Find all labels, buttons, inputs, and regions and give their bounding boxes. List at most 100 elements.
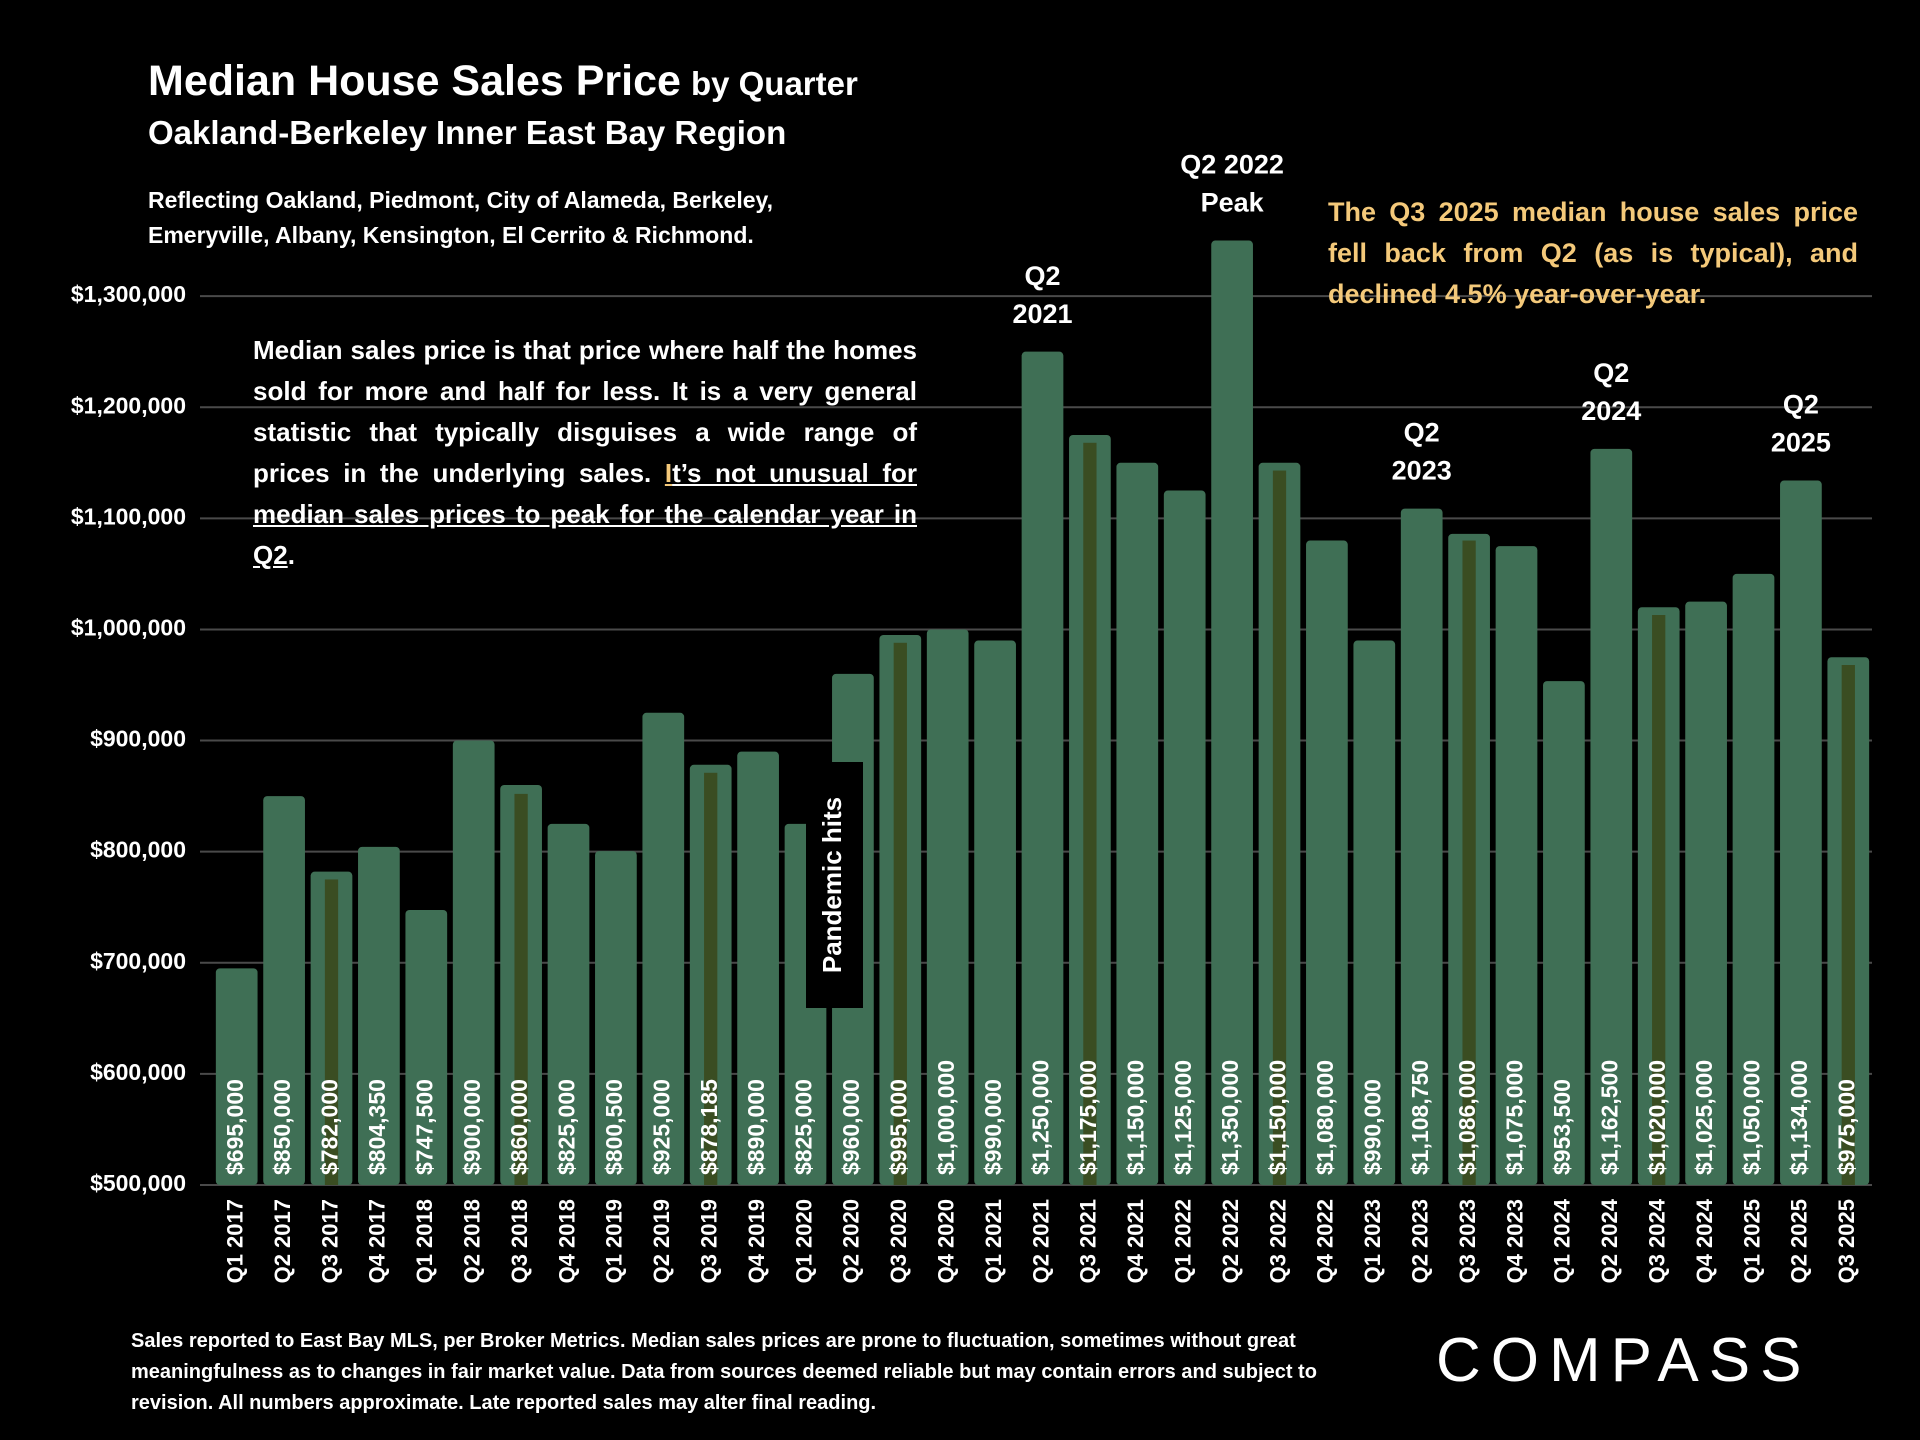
highlight-bar <box>514 793 528 1185</box>
x-tick-label: Q2 2024 <box>1597 1198 1622 1283</box>
value-label: $1,020,000 <box>1644 1060 1670 1175</box>
x-tick-label: Q2 2023 <box>1408 1199 1433 1283</box>
annotation: 2025 <box>1771 428 1831 458</box>
x-tick-label: Q2 2019 <box>649 1199 674 1283</box>
bar <box>595 851 637 1185</box>
event-box <box>806 762 863 1008</box>
value-label: $1,125,000 <box>1170 1060 1196 1175</box>
x-tick-label: Q3 2022 <box>1265 1199 1290 1283</box>
value-label: $804,350 <box>364 1079 390 1175</box>
value-label: $825,000 <box>791 1079 817 1175</box>
x-tick-label: Q2 2017 <box>270 1199 295 1283</box>
highlight-bar <box>1272 470 1287 1185</box>
value-label: $1,134,000 <box>1786 1060 1812 1175</box>
bar <box>737 751 779 1185</box>
bar <box>1400 508 1443 1186</box>
annotation: Q2 2022 <box>1180 150 1284 180</box>
annotation: Q2 <box>1593 358 1629 388</box>
annotation: 2023 <box>1392 456 1452 486</box>
bar <box>1116 462 1159 1185</box>
highlight-bar <box>1652 615 1666 1185</box>
value-label: $1,108,750 <box>1407 1060 1433 1175</box>
x-tick-label: Q4 2020 <box>934 1199 959 1283</box>
value-label: $995,000 <box>885 1079 911 1175</box>
bar <box>1732 573 1775 1185</box>
value-label: $1,075,000 <box>1502 1060 1528 1175</box>
annotation: Q2 <box>1024 261 1060 291</box>
x-tick-label: Q1 2018 <box>412 1199 437 1283</box>
x-tick-label: Q2 2020 <box>839 1199 864 1283</box>
bar <box>358 846 400 1185</box>
value-label: $850,000 <box>269 1079 295 1175</box>
value-label: $860,000 <box>506 1079 532 1175</box>
highlight-bar <box>704 772 718 1185</box>
chart-title-line: Median House Sales Price by Quarter <box>148 57 858 105</box>
x-tick-label: Q4 2024 <box>1692 1198 1717 1283</box>
bar <box>974 640 1016 1185</box>
value-label: $925,000 <box>648 1079 674 1175</box>
bar <box>1163 490 1206 1185</box>
value-label: $747,500 <box>411 1079 437 1175</box>
y-tick-label: $800,000 <box>90 837 186 863</box>
x-tick-label: Q3 2024 <box>1645 1198 1670 1283</box>
bar <box>1211 240 1253 1186</box>
chart-title-suffix: by Quarter <box>691 65 858 102</box>
bar <box>1306 540 1348 1185</box>
x-tick-label: Q1 2019 <box>602 1199 627 1283</box>
note-text: Median sales price is that price where h… <box>253 335 917 488</box>
bar <box>1590 448 1633 1185</box>
value-label: $1,025,000 <box>1691 1060 1717 1175</box>
highlight-bar <box>324 879 339 1185</box>
bar <box>452 740 495 1185</box>
x-tick-label: Q4 2019 <box>744 1199 769 1283</box>
bar <box>263 796 305 1185</box>
x-tick-label: Q2 2022 <box>1218 1199 1243 1283</box>
y-tick-label: $600,000 <box>90 1059 186 1085</box>
x-tick-label: Q3 2025 <box>1834 1199 1859 1283</box>
value-label: $1,000,000 <box>933 1060 959 1175</box>
bar <box>1021 351 1064 1186</box>
x-tick-label: Q3 2017 <box>317 1199 342 1283</box>
value-label: $900,000 <box>459 1079 485 1175</box>
x-tick-label: Q2 2025 <box>1787 1199 1812 1283</box>
bar <box>1353 640 1396 1185</box>
value-label: $695,000 <box>222 1079 248 1175</box>
bar <box>547 823 590 1185</box>
highlight-bar <box>1841 665 1855 1185</box>
value-label: $800,500 <box>601 1079 627 1175</box>
value-label: $1,175,000 <box>1075 1060 1101 1175</box>
note: Median sales price is that price where h… <box>253 330 917 576</box>
y-tick-label: $900,000 <box>90 726 186 752</box>
x-tick-label: Q4 2018 <box>554 1199 579 1283</box>
bar <box>1543 681 1585 1185</box>
x-tick-label: Q4 2017 <box>365 1199 390 1283</box>
description-line: Emeryville, Albany, Kensington, El Cerri… <box>148 222 754 248</box>
x-tick-label: Q2 2018 <box>460 1199 485 1283</box>
value-label: $1,086,000 <box>1454 1060 1480 1175</box>
logo: COMPASS <box>1436 1326 1812 1395</box>
chart-title: Median House Sales Price <box>148 57 681 105</box>
value-label: $1,080,000 <box>1312 1060 1338 1175</box>
value-label: $1,150,000 <box>1265 1060 1291 1175</box>
bar <box>926 629 969 1185</box>
x-tick-label: Q1 2023 <box>1360 1199 1385 1283</box>
x-tick-label: Q3 2019 <box>697 1199 722 1283</box>
bar <box>405 910 448 1185</box>
note-end: . <box>287 540 295 570</box>
annotation: Q2 <box>1404 418 1440 448</box>
description-line: Reflecting Oakland, Piedmont, City of Al… <box>148 187 773 213</box>
x-tick-label: Q1 2017 <box>223 1199 248 1283</box>
chart-subtitle: Oakland-Berkeley Inner East Bay Region <box>148 114 786 151</box>
labels: $500,000 $600,000 $700,000 $800,000 $900,000… <box>71 150 1860 1284</box>
callout: The Q3 2025 median house sales price fel… <box>1328 197 1858 309</box>
x-tick-label: Q1 2020 <box>791 1199 816 1283</box>
value-label: $975,000 <box>1833 1079 1859 1175</box>
value-label: $782,000 <box>317 1079 343 1175</box>
y-tick-label: $1,000,000 <box>71 615 186 641</box>
value-label: $825,000 <box>554 1079 580 1175</box>
highlight-bar <box>1083 442 1097 1185</box>
value-label: $1,162,500 <box>1596 1060 1622 1175</box>
annotation: Q2 <box>1783 390 1819 420</box>
